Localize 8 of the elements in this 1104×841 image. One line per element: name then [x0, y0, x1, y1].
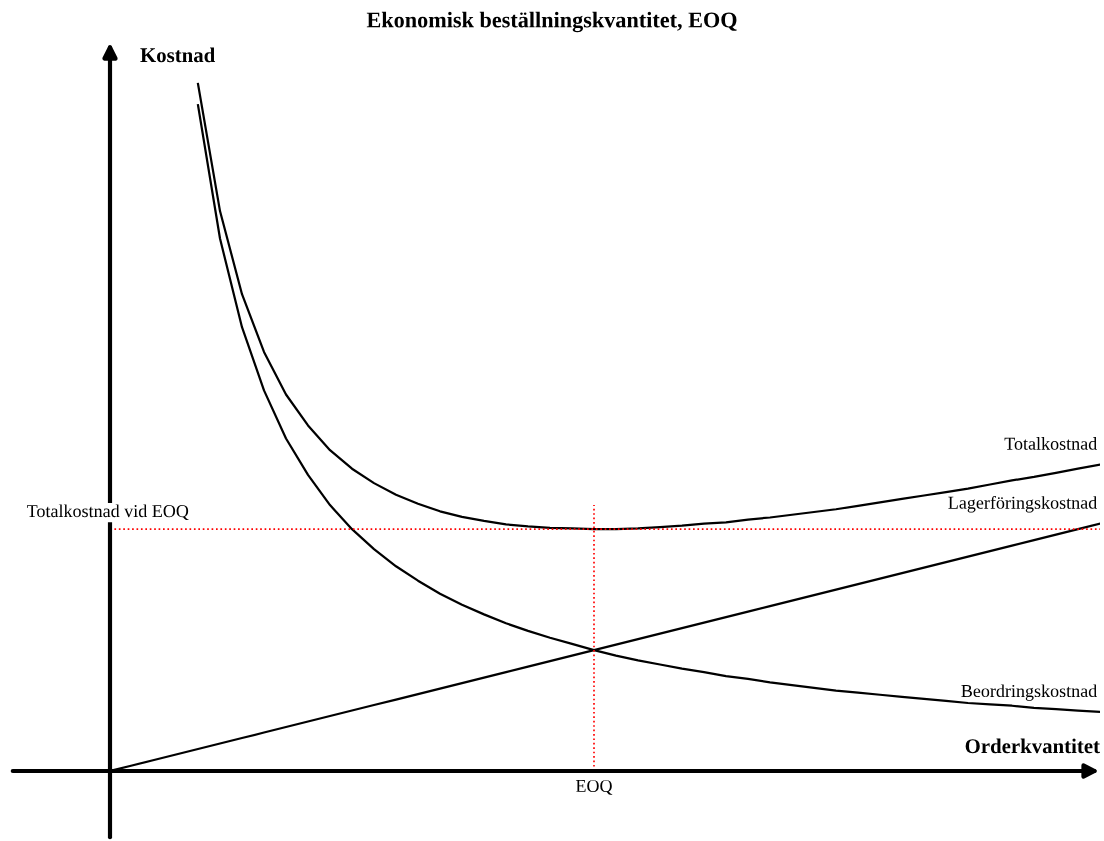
- y-axis-title: Kostnad: [140, 47, 216, 63]
- chart-title: Ekonomisk beställningskvantitet, EOQ: [366, 11, 737, 33]
- x-axis-title: Orderkvantitet: [965, 738, 1100, 754]
- series-label: Lagerföringskostnad: [948, 495, 1097, 513]
- text: EOQ: [575, 779, 613, 795]
- ref-line-label: Totalkostnad vid EOQ: [26, 504, 189, 520]
- series-label: Totalkostnad: [1004, 437, 1097, 450]
- series-label: Beordringskostnad: [961, 684, 1097, 701]
